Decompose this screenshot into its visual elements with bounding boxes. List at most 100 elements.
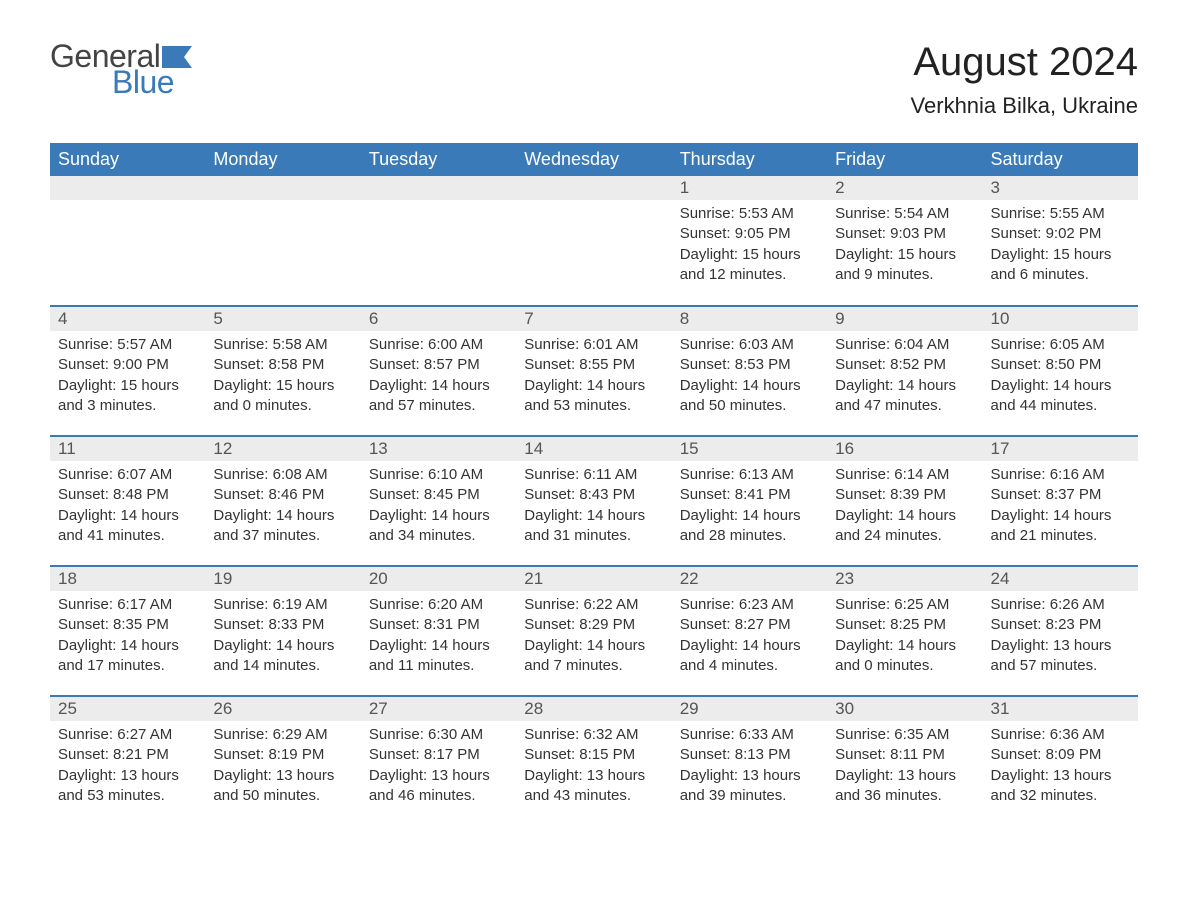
day-body: Sunrise: 6:04 AMSunset: 8:52 PMDaylight:… [827, 331, 982, 420]
calendar-day-cell: 2Sunrise: 5:54 AMSunset: 9:03 PMDaylight… [827, 176, 982, 306]
sunrise-text: Sunrise: 6:25 AM [835, 595, 974, 615]
calendar-body: 1Sunrise: 5:53 AMSunset: 9:05 PMDaylight… [50, 176, 1138, 826]
sunset-text: Sunset: 8:37 PM [991, 485, 1130, 505]
calendar-day-cell: 27Sunrise: 6:30 AMSunset: 8:17 PMDayligh… [361, 696, 516, 826]
weekday-header: Saturday [983, 143, 1138, 176]
sunset-text: Sunset: 8:11 PM [835, 745, 974, 765]
sunset-text: Sunset: 8:33 PM [213, 615, 352, 635]
sunset-text: Sunset: 8:23 PM [991, 615, 1130, 635]
daylight-text: Daylight: 15 hours and 0 minutes. [213, 376, 352, 417]
calendar-header-row: SundayMondayTuesdayWednesdayThursdayFrid… [50, 143, 1138, 176]
day-body: Sunrise: 6:01 AMSunset: 8:55 PMDaylight:… [516, 331, 671, 420]
daylight-text: Daylight: 14 hours and 24 minutes. [835, 506, 974, 547]
sunrise-text: Sunrise: 6:27 AM [58, 725, 197, 745]
sunrise-text: Sunrise: 5:57 AM [58, 335, 197, 355]
calendar-day-cell: 11Sunrise: 6:07 AMSunset: 8:48 PMDayligh… [50, 436, 205, 566]
weekday-header: Thursday [672, 143, 827, 176]
day-body: Sunrise: 6:25 AMSunset: 8:25 PMDaylight:… [827, 591, 982, 680]
daylight-text: Daylight: 14 hours and 4 minutes. [680, 636, 819, 677]
day-number: 10 [983, 307, 1138, 331]
sunset-text: Sunset: 8:43 PM [524, 485, 663, 505]
daylight-text: Daylight: 14 hours and 50 minutes. [680, 376, 819, 417]
day-number: 26 [205, 697, 360, 721]
calendar-table: SundayMondayTuesdayWednesdayThursdayFrid… [50, 143, 1138, 826]
day-body: Sunrise: 6:03 AMSunset: 8:53 PMDaylight:… [672, 331, 827, 420]
sunrise-text: Sunrise: 6:11 AM [524, 465, 663, 485]
sunrise-text: Sunrise: 6:04 AM [835, 335, 974, 355]
day-number: 17 [983, 437, 1138, 461]
sunrise-text: Sunrise: 5:53 AM [680, 204, 819, 224]
calendar-day-cell: 10Sunrise: 6:05 AMSunset: 8:50 PMDayligh… [983, 306, 1138, 436]
weekday-header: Sunday [50, 143, 205, 176]
sunrise-text: Sunrise: 5:58 AM [213, 335, 352, 355]
day-number: 20 [361, 567, 516, 591]
daylight-text: Daylight: 14 hours and 53 minutes. [524, 376, 663, 417]
daylight-text: Daylight: 14 hours and 0 minutes. [835, 636, 974, 677]
day-number: 8 [672, 307, 827, 331]
day-body: Sunrise: 6:36 AMSunset: 8:09 PMDaylight:… [983, 721, 1138, 810]
day-body: Sunrise: 6:10 AMSunset: 8:45 PMDaylight:… [361, 461, 516, 550]
title-block: August 2024 Verkhnia Bilka, Ukraine [911, 40, 1138, 119]
sunrise-text: Sunrise: 6:20 AM [369, 595, 508, 615]
daylight-text: Daylight: 14 hours and 47 minutes. [835, 376, 974, 417]
daylight-text: Daylight: 13 hours and 43 minutes. [524, 766, 663, 807]
day-body: Sunrise: 6:17 AMSunset: 8:35 PMDaylight:… [50, 591, 205, 680]
sunset-text: Sunset: 8:19 PM [213, 745, 352, 765]
day-body: Sunrise: 6:35 AMSunset: 8:11 PMDaylight:… [827, 721, 982, 810]
day-body: Sunrise: 6:14 AMSunset: 8:39 PMDaylight:… [827, 461, 982, 550]
daylight-text: Daylight: 14 hours and 44 minutes. [991, 376, 1130, 417]
calendar-day-cell: 25Sunrise: 6:27 AMSunset: 8:21 PMDayligh… [50, 696, 205, 826]
calendar-week-row: 25Sunrise: 6:27 AMSunset: 8:21 PMDayligh… [50, 696, 1138, 826]
sunrise-text: Sunrise: 6:19 AM [213, 595, 352, 615]
calendar-day-cell: 1Sunrise: 5:53 AMSunset: 9:05 PMDaylight… [672, 176, 827, 306]
weekday-header: Tuesday [361, 143, 516, 176]
daylight-text: Daylight: 14 hours and 31 minutes. [524, 506, 663, 547]
calendar-day-cell: 4Sunrise: 5:57 AMSunset: 9:00 PMDaylight… [50, 306, 205, 436]
calendar-day-cell: 18Sunrise: 6:17 AMSunset: 8:35 PMDayligh… [50, 566, 205, 696]
daylight-text: Daylight: 13 hours and 50 minutes. [213, 766, 352, 807]
sunrise-text: Sunrise: 5:54 AM [835, 204, 974, 224]
calendar-day-cell: 7Sunrise: 6:01 AMSunset: 8:55 PMDaylight… [516, 306, 671, 436]
sunset-text: Sunset: 9:02 PM [991, 224, 1130, 244]
day-body: Sunrise: 6:22 AMSunset: 8:29 PMDaylight:… [516, 591, 671, 680]
day-number [516, 176, 671, 200]
sunrise-text: Sunrise: 6:30 AM [369, 725, 508, 745]
calendar-day-cell: 12Sunrise: 6:08 AMSunset: 8:46 PMDayligh… [205, 436, 360, 566]
calendar-week-row: 4Sunrise: 5:57 AMSunset: 9:00 PMDaylight… [50, 306, 1138, 436]
calendar-day-cell: 3Sunrise: 5:55 AMSunset: 9:02 PMDaylight… [983, 176, 1138, 306]
calendar-day-cell [361, 176, 516, 306]
day-number: 6 [361, 307, 516, 331]
calendar-day-cell: 24Sunrise: 6:26 AMSunset: 8:23 PMDayligh… [983, 566, 1138, 696]
calendar-week-row: 18Sunrise: 6:17 AMSunset: 8:35 PMDayligh… [50, 566, 1138, 696]
daylight-text: Daylight: 14 hours and 11 minutes. [369, 636, 508, 677]
sunrise-text: Sunrise: 6:10 AM [369, 465, 508, 485]
calendar-day-cell: 20Sunrise: 6:20 AMSunset: 8:31 PMDayligh… [361, 566, 516, 696]
sunset-text: Sunset: 8:41 PM [680, 485, 819, 505]
day-number: 2 [827, 176, 982, 200]
sunrise-text: Sunrise: 6:22 AM [524, 595, 663, 615]
calendar-day-cell [205, 176, 360, 306]
sunrise-text: Sunrise: 5:55 AM [991, 204, 1130, 224]
sunset-text: Sunset: 9:05 PM [680, 224, 819, 244]
calendar-day-cell: 13Sunrise: 6:10 AMSunset: 8:45 PMDayligh… [361, 436, 516, 566]
daylight-text: Daylight: 13 hours and 32 minutes. [991, 766, 1130, 807]
sunrise-text: Sunrise: 6:00 AM [369, 335, 508, 355]
sunset-text: Sunset: 8:50 PM [991, 355, 1130, 375]
day-number: 7 [516, 307, 671, 331]
day-number: 15 [672, 437, 827, 461]
sunrise-text: Sunrise: 6:03 AM [680, 335, 819, 355]
day-body: Sunrise: 6:16 AMSunset: 8:37 PMDaylight:… [983, 461, 1138, 550]
day-number: 22 [672, 567, 827, 591]
sunset-text: Sunset: 8:39 PM [835, 485, 974, 505]
day-body: Sunrise: 6:05 AMSunset: 8:50 PMDaylight:… [983, 331, 1138, 420]
day-number: 12 [205, 437, 360, 461]
daylight-text: Daylight: 15 hours and 9 minutes. [835, 245, 974, 286]
day-number [361, 176, 516, 200]
calendar-day-cell: 15Sunrise: 6:13 AMSunset: 8:41 PMDayligh… [672, 436, 827, 566]
day-number: 3 [983, 176, 1138, 200]
sunset-text: Sunset: 8:29 PM [524, 615, 663, 635]
day-number [205, 176, 360, 200]
day-number: 18 [50, 567, 205, 591]
daylight-text: Daylight: 14 hours and 17 minutes. [58, 636, 197, 677]
daylight-text: Daylight: 13 hours and 53 minutes. [58, 766, 197, 807]
